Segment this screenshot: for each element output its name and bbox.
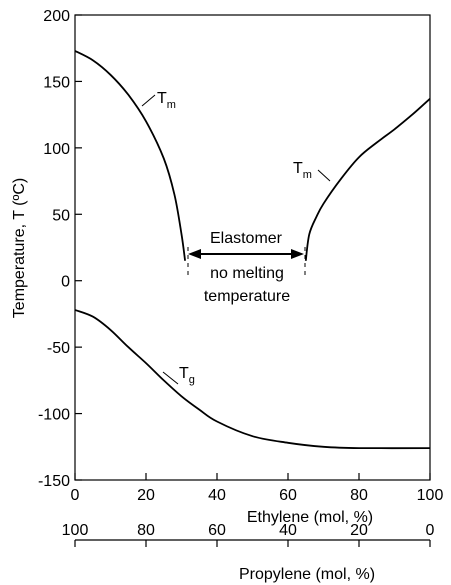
- x2-tick-label: 20: [350, 522, 368, 539]
- x-tick-label: 20: [137, 487, 155, 504]
- x2-axis-label: Propylene (mol, %): [239, 566, 375, 583]
- x2-tick-label: 0: [426, 522, 435, 539]
- tm-right-leader: [317, 169, 331, 182]
- elastomer-annotation: Elastomer no melting temperature: [187, 230, 306, 305]
- y-tick-label: 100: [43, 141, 70, 158]
- x-axis-label: Ethylene (mol, %): [247, 509, 373, 526]
- elastomer-arrow-right-head: [291, 249, 304, 259]
- tm-left-annotation: Tm: [141, 90, 176, 111]
- tg-annotation: Tg: [162, 365, 195, 386]
- tm-left-leader: [141, 94, 156, 107]
- x-tick-label: 80: [350, 487, 368, 504]
- no-melting-line1: no melting: [210, 265, 284, 282]
- tm-left-label: Tm: [157, 90, 176, 111]
- tg-label: Tg: [179, 365, 195, 386]
- y-axis-label: Temperature, T (ºC): [11, 178, 28, 318]
- y-tick-label: 0: [61, 274, 70, 291]
- y-tick-label: -100: [38, 407, 70, 424]
- elastomer-arrow-left-head: [188, 249, 201, 259]
- x2-tick-label: 60: [208, 522, 226, 539]
- y-axis-ticks: 200 150 100 50 0 -50 -100 -150: [38, 8, 82, 490]
- x-tick-label: 100: [417, 487, 444, 504]
- y-tick-label: 150: [43, 74, 70, 91]
- tg-leader: [162, 371, 179, 385]
- x-axis-ticks: 0 20 40 60 80 100: [71, 473, 444, 504]
- y-tick-label: -50: [47, 340, 70, 357]
- x2-tick-label: 100: [62, 522, 89, 539]
- tm-right-label: Tm: [293, 160, 312, 181]
- x-tick-label: 0: [71, 487, 80, 504]
- secondary-x-axis-ticks: 100 80 60 40 20 0: [62, 522, 435, 547]
- tg-curve: [74, 309, 431, 450]
- y-tick-label: 50: [52, 207, 70, 224]
- elastomer-label: Elastomer: [210, 230, 283, 247]
- no-melting-line2: temperature: [204, 288, 290, 305]
- x-tick-label: 60: [279, 487, 297, 504]
- y-tick-label: 200: [43, 8, 70, 25]
- y-tick-label: -150: [38, 473, 70, 490]
- plot-frame: [74, 14, 431, 481]
- tm-right-annotation: Tm: [293, 160, 331, 182]
- tm-right-curve: [304, 98, 431, 261]
- series-group: [74, 50, 431, 450]
- x-tick-label: 40: [208, 487, 226, 504]
- x2-tick-label: 40: [279, 522, 297, 539]
- x2-tick-label: 80: [137, 522, 155, 539]
- tm-left-curve: [74, 50, 186, 261]
